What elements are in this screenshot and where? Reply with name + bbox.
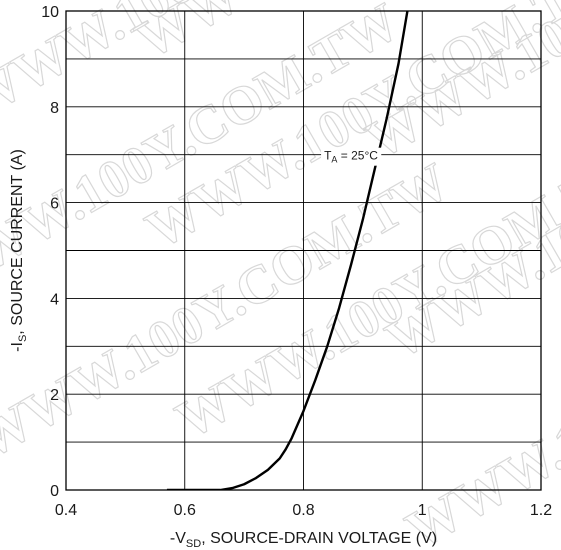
x-tick-label: 0.8: [292, 502, 314, 519]
y-tick-label: 10: [41, 4, 59, 21]
temperature-annotation: TA = 25°C: [324, 149, 378, 165]
y-tick-label: 8: [50, 100, 59, 117]
y-tick-label: 6: [50, 196, 59, 213]
annotation-background: [321, 147, 382, 166]
annotation-layer: TA = 25°C: [321, 147, 382, 166]
x-axis-label: -VSD, SOURCE-DRAIN VOLTAGE (V): [170, 530, 437, 550]
series-line-1: [166, 11, 409, 490]
x-tick-label: 0.6: [174, 502, 196, 519]
tick-labels: 0.4 0.6 0.8 1 1.2 0 2 4 6 8 10: [41, 4, 552, 519]
x-tick-label: 1.2: [530, 502, 552, 519]
y-tick-label: 0: [50, 483, 59, 500]
x-tick-label: 1: [418, 502, 427, 519]
plot-frame: [65, 10, 542, 491]
y-axis-label: -IS, SOURCE CURRENT (A): [9, 149, 29, 352]
y-tick-label: 2: [50, 387, 59, 404]
series-layer: [166, 11, 409, 490]
x-tick-label: 0.4: [55, 502, 77, 519]
y-tick-label: 4: [50, 291, 59, 308]
